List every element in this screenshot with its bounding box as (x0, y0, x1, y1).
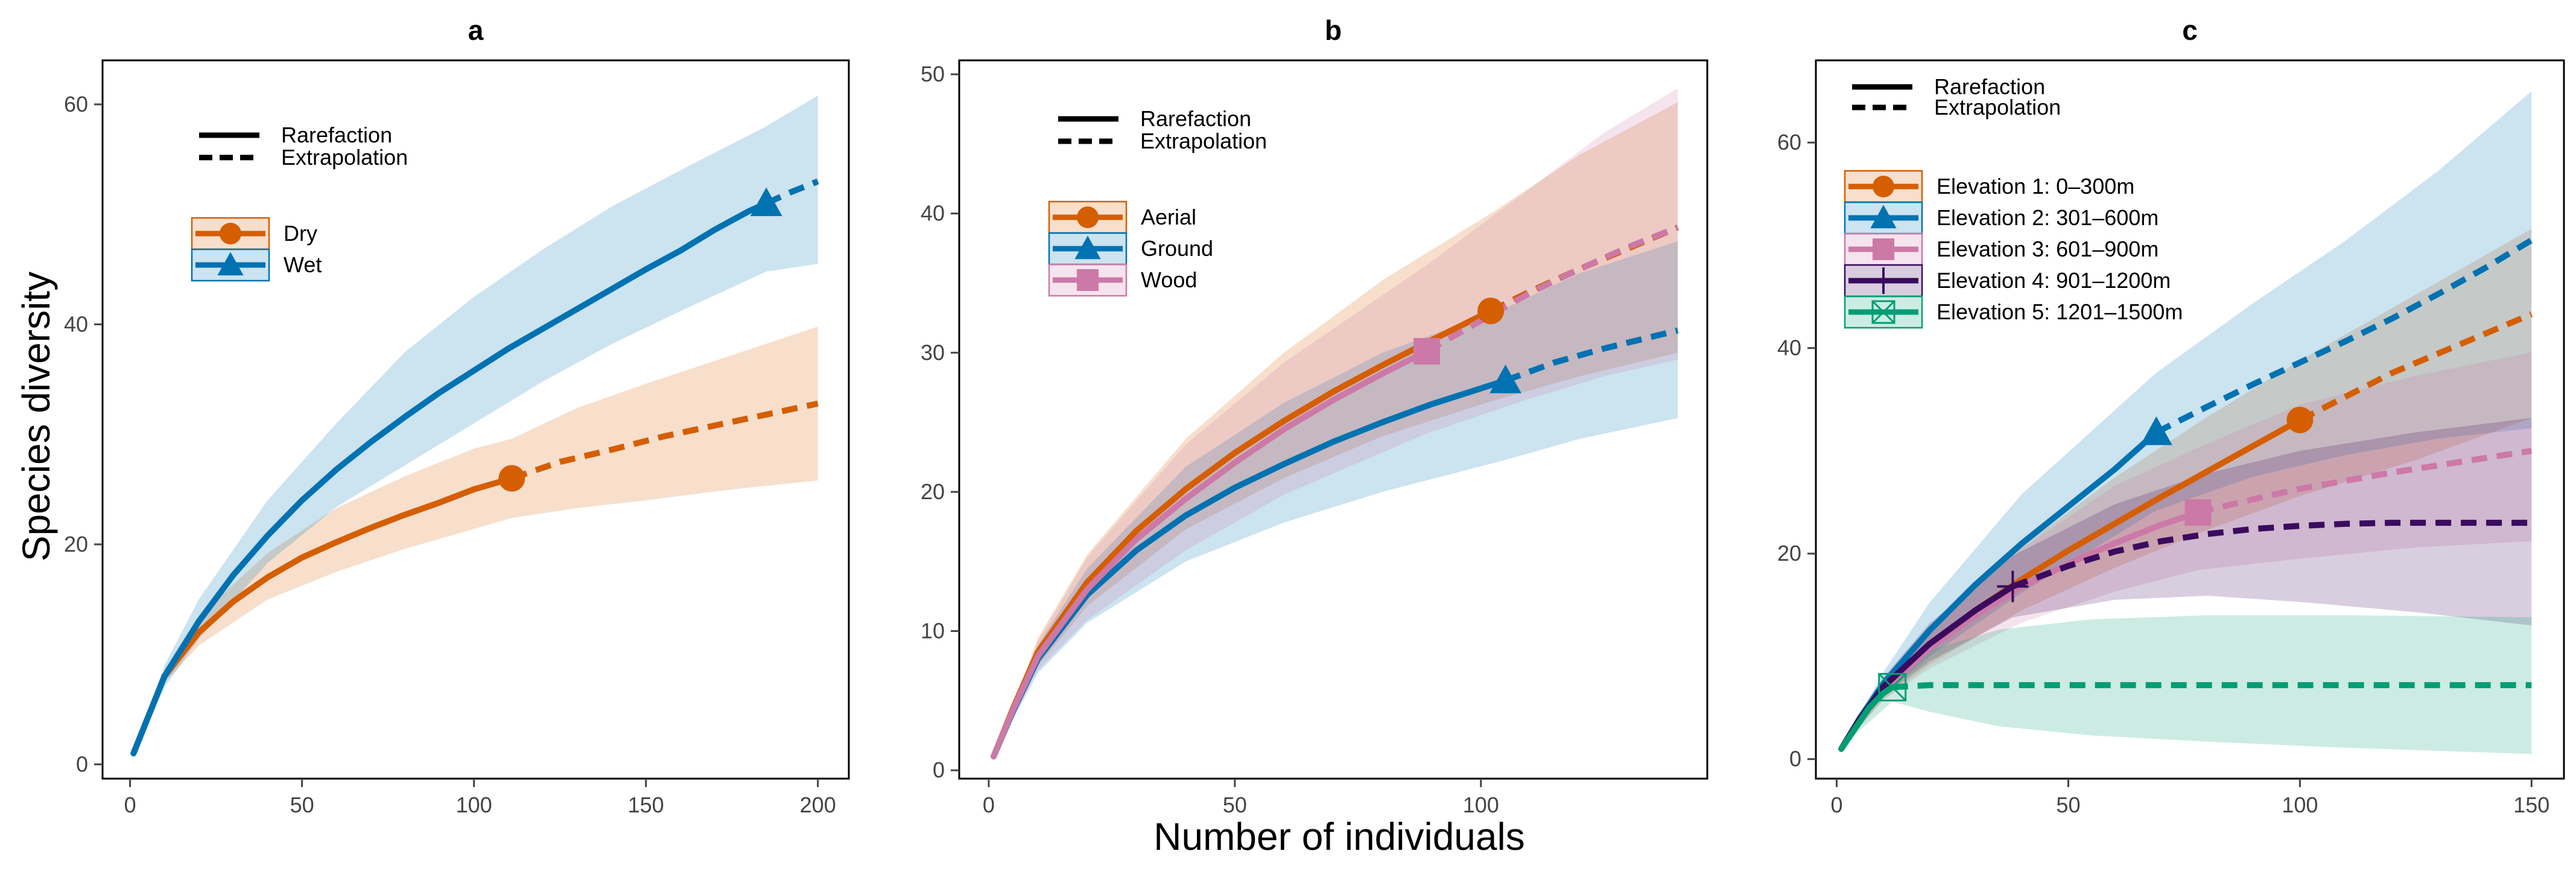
legend-series-label: Elevation 5: 1201–1500m (1937, 299, 2183, 324)
extrapolation-line (1892, 682, 2532, 691)
x-axis-title: Number of individuals (1153, 815, 1524, 858)
extrapolation-line (510, 400, 819, 482)
y-tick-label: 30 (921, 340, 945, 365)
legend-series-label: Elevation 4: 901–1200m (1937, 268, 2171, 293)
extrapolation-line (1504, 327, 1679, 384)
x-tick-label: 150 (628, 793, 664, 817)
panel-title: a (468, 14, 484, 46)
data-point-marker (1489, 365, 1521, 394)
legend-extrapolation-label: Extrapolation (1934, 95, 2061, 120)
legend-rarefaction-label: Rarefaction (1140, 106, 1251, 131)
y-tick-label: 60 (1777, 130, 1801, 155)
data-point-marker (1878, 672, 1907, 701)
extrapolation-line (2011, 520, 2532, 590)
legend-extrapolation-label: Extrapolation (281, 145, 408, 170)
y-tick-label: 60 (64, 92, 88, 116)
extrapolation-line (2155, 237, 2533, 435)
plot-frame (958, 59, 1708, 780)
y-tick-label: 40 (1777, 336, 1801, 360)
legend-key-marker (1870, 205, 1897, 229)
confidence-band (994, 102, 1678, 757)
x-tick-label: 0 (983, 793, 995, 817)
plot-frame (1815, 59, 2565, 780)
data-point-marker (2184, 499, 2212, 526)
data-point-marker (750, 187, 782, 217)
legend-series-label: Elevation 3: 601–900m (1937, 237, 2159, 261)
extrapolation-line (2298, 311, 2533, 423)
legend-key-marker (1077, 206, 1099, 228)
y-tick-label: 20 (64, 532, 88, 557)
x-tick-label: 200 (800, 793, 836, 817)
data-point-marker (2286, 406, 2314, 433)
legend-key-marker (1873, 238, 1894, 260)
y-tick-label: 20 (1777, 541, 1801, 566)
extrapolation-line (2197, 447, 2533, 515)
confidence-band (1841, 229, 2532, 749)
y-tick-label: 50 (921, 62, 945, 86)
panel-title: b (1325, 14, 1342, 46)
panel-b: b 0 50 100 0 10 20 30 40 50 RarefactionExtrapolati… (921, 14, 1708, 817)
y-tick-label: 40 (921, 201, 945, 226)
data-point-marker (2140, 416, 2172, 445)
legend-key-marker (1871, 300, 1896, 324)
rarefaction-line (130, 200, 770, 757)
x-tick-label: 50 (1223, 793, 1247, 817)
legend-key-marker (1870, 267, 1897, 294)
x-tick-label: 100 (1463, 793, 1499, 817)
confidence-band (1841, 352, 2532, 749)
confidence-band (133, 95, 818, 754)
extrapolation-line (765, 178, 819, 206)
x-tick-label: 150 (2513, 793, 2549, 817)
panel-c: c 0 50 100 150 0 20 40 60 RarefactionExtrapolatio… (1777, 14, 2565, 817)
legend-key-marker (220, 223, 241, 244)
data-point-marker (1413, 337, 1440, 365)
legend-series-label: Wet (284, 252, 322, 277)
data-point-marker (498, 465, 525, 492)
extrapolation-line (1425, 225, 1679, 354)
legend-series-label: Elevation 2: 301–600m (1937, 205, 2159, 230)
legend-key-marker (1074, 235, 1101, 260)
plot-frame (101, 59, 850, 780)
confidence-band (994, 88, 1678, 757)
legend-series-label: Elevation 1: 0–300m (1937, 174, 2134, 199)
rarefaction-line (1838, 684, 1896, 752)
confidence-band (1841, 418, 2532, 749)
panel-a: a 0 50 100 150 200 0 20 40 60 RarefactionExtrapola… (64, 14, 850, 817)
legend-series-label: Dry (284, 221, 317, 246)
x-tick-label: 50 (2056, 793, 2080, 817)
legend-series-label: Aerial (1141, 205, 1196, 229)
y-tick-label: 0 (933, 758, 945, 782)
x-tick-label: 100 (2282, 793, 2318, 817)
x-tick-label: 0 (1831, 793, 1843, 817)
panel-title: c (2182, 14, 2198, 46)
legend-key-marker (217, 252, 244, 276)
y-tick-label: 0 (1789, 747, 1801, 771)
legend-rarefaction-label: Rarefaction (1934, 74, 2045, 99)
y-tick-label: 0 (76, 751, 88, 776)
legend-key-marker (1873, 176, 1894, 197)
data-point-marker (1997, 570, 2029, 602)
y-tick-label: 20 (921, 479, 945, 504)
y-axis-title: Species diversity (14, 272, 58, 561)
legend-extrapolation-label: Extrapolation (1140, 129, 1267, 153)
x-tick-label: 50 (290, 793, 314, 817)
rarefaction-line (130, 475, 515, 757)
legend-key-marker (1077, 269, 1099, 291)
y-tick-label: 40 (64, 311, 88, 336)
y-tick-label: 10 (921, 619, 945, 643)
x-tick-label: 0 (124, 793, 136, 817)
legend-rarefaction-label: Rarefaction (281, 123, 392, 147)
legend-series-label: Ground (1141, 236, 1213, 261)
legend-series-label: Wood (1141, 267, 1197, 292)
confidence-band (133, 327, 818, 754)
x-tick-label: 100 (456, 793, 492, 817)
data-point-marker (1477, 298, 1505, 325)
rarefaction-line (991, 348, 1430, 760)
